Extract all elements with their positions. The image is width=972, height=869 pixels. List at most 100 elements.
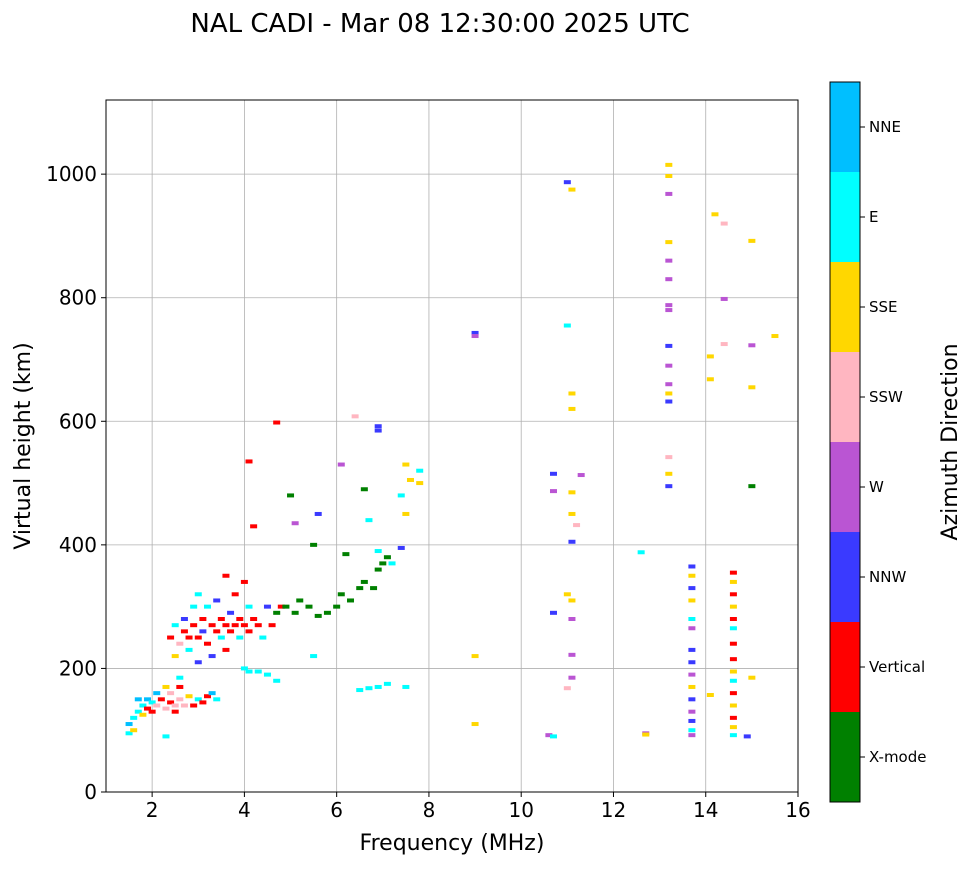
data-point	[416, 468, 424, 473]
data-point	[337, 462, 345, 467]
data-point	[203, 604, 211, 609]
data-point	[748, 385, 756, 390]
data-point	[148, 709, 156, 714]
colorbar-label-ssw: SSW	[869, 388, 903, 406]
data-point	[379, 561, 387, 566]
data-point	[729, 604, 737, 609]
data-point	[416, 481, 424, 486]
y-tick-label: 800	[59, 286, 97, 310]
colorbar-swatch	[830, 532, 860, 622]
colorbar: X-mode Vertical NNW W SSW SSE E NNE	[829, 81, 926, 803]
data-point	[688, 573, 696, 578]
data-point	[688, 564, 696, 569]
data-point	[240, 579, 248, 584]
colorbar-swatch	[830, 442, 860, 532]
data-point	[549, 610, 557, 615]
colorbar-swatch	[830, 622, 860, 712]
data-point	[729, 678, 737, 683]
data-point	[208, 691, 216, 696]
data-point	[176, 675, 184, 680]
data-point	[162, 706, 170, 711]
data-point	[134, 697, 142, 702]
data-point	[688, 626, 696, 631]
data-point	[171, 623, 179, 628]
data-point	[665, 191, 673, 196]
data-point	[665, 399, 673, 404]
data-point	[194, 660, 202, 665]
data-point	[365, 686, 373, 691]
data-point	[245, 604, 253, 609]
data-point	[729, 626, 737, 631]
data-point	[688, 586, 696, 591]
colorbar-label-nnw: NNW	[869, 568, 906, 586]
data-point	[360, 579, 368, 584]
data-point	[370, 586, 378, 591]
data-point	[743, 734, 751, 739]
data-point	[729, 733, 737, 738]
data-point	[720, 296, 728, 301]
x-tick-label: 8	[423, 798, 436, 822]
chart-title: NAL CADI - Mar 08 12:30:00 2025 UTC	[190, 9, 689, 39]
data-point	[688, 709, 696, 714]
data-point	[185, 635, 193, 640]
data-point	[342, 552, 350, 557]
data-point	[729, 725, 737, 730]
data-point	[577, 473, 585, 478]
data-point	[729, 715, 737, 720]
data-point	[642, 732, 650, 737]
data-point	[748, 484, 756, 489]
data-point	[176, 641, 184, 646]
data-point	[729, 570, 737, 575]
data-point	[771, 334, 779, 339]
data-point	[388, 561, 396, 566]
data-point	[665, 471, 673, 476]
data-point	[471, 330, 479, 335]
data-point	[706, 354, 714, 359]
data-point	[194, 697, 202, 702]
data-point	[190, 703, 198, 708]
data-point	[397, 493, 405, 498]
data-point	[374, 567, 382, 572]
data-point	[720, 342, 728, 347]
data-point	[356, 586, 364, 591]
data-point	[217, 635, 225, 640]
data-point	[665, 343, 673, 348]
data-point	[729, 641, 737, 646]
data-point	[688, 733, 696, 738]
data-point	[711, 212, 719, 217]
x-tick-label: 14	[693, 798, 718, 822]
data-point	[254, 623, 262, 628]
data-point	[310, 654, 318, 659]
data-point	[236, 617, 244, 621]
data-point	[250, 524, 258, 529]
data-point	[665, 363, 673, 368]
data-point	[748, 675, 756, 680]
plot-frame	[105, 99, 799, 793]
data-marks	[125, 162, 779, 739]
data-point	[563, 592, 571, 597]
data-point	[471, 334, 479, 339]
data-point	[134, 709, 142, 714]
data-point	[568, 511, 576, 516]
data-point	[240, 623, 248, 628]
data-point	[190, 604, 198, 609]
x-tick-label: 4	[238, 798, 251, 822]
data-point	[471, 654, 479, 659]
data-point	[273, 420, 281, 425]
data-point	[171, 709, 179, 714]
data-point	[374, 684, 382, 689]
colorbar-label-nne: NNE	[869, 118, 901, 136]
data-point	[706, 377, 714, 382]
data-point	[337, 592, 345, 597]
colorbar-label: Azimuth Direction	[938, 343, 963, 540]
data-point	[222, 647, 230, 652]
data-point	[259, 635, 267, 640]
data-point	[333, 604, 341, 609]
colorbar-swatch	[830, 262, 860, 352]
data-point	[245, 669, 253, 674]
data-point	[351, 414, 359, 419]
data-point	[139, 703, 147, 708]
data-point	[240, 666, 248, 671]
